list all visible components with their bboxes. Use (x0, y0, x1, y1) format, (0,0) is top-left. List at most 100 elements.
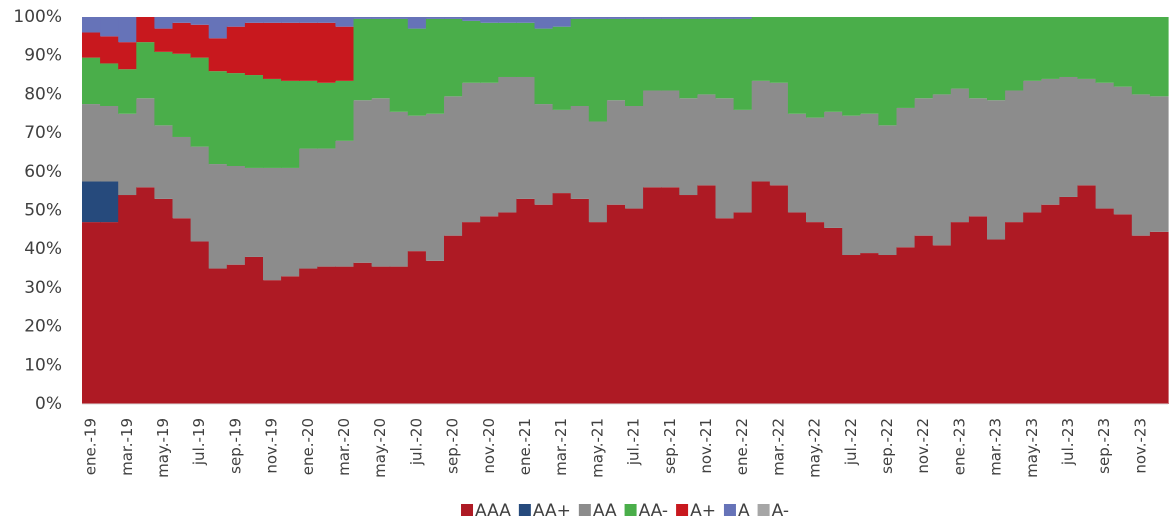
area-segment (643, 90, 662, 188)
area-segment (516, 76, 536, 199)
area-segment (190, 241, 210, 404)
area-segment (317, 82, 336, 149)
area-segment (860, 113, 879, 254)
area-segment (516, 22, 536, 77)
area-segment (1005, 90, 1024, 223)
area-segment (896, 247, 916, 404)
area-segment (950, 17, 970, 89)
area-segment (208, 71, 228, 165)
area-segment (715, 218, 735, 404)
area-segment (226, 26, 246, 74)
area-segment (389, 18, 409, 112)
area-segment (118, 113, 137, 196)
x-tick-label: jul.-19 (190, 418, 208, 466)
area-segment (661, 90, 680, 188)
area-segment (208, 164, 228, 269)
area-segment (299, 80, 318, 149)
area-segment (208, 38, 228, 72)
area-segment (824, 17, 843, 112)
area-segment (1131, 235, 1151, 404)
area-segment (534, 28, 554, 105)
area-segment (100, 63, 119, 107)
area-segment (625, 208, 644, 404)
x-tick-label: jul.-21 (625, 418, 643, 466)
area-segment (190, 57, 210, 147)
area-segment (1095, 208, 1115, 404)
area-segment (932, 17, 952, 95)
area-segment (462, 17, 481, 21)
area-segment (733, 212, 753, 404)
legend-label: A (738, 501, 750, 521)
area-segment (100, 17, 119, 37)
area-segment (154, 28, 174, 52)
area-segment (208, 268, 228, 404)
area-segment (1023, 80, 1042, 213)
x-tick-label: ene.-20 (299, 418, 317, 475)
area-segment (968, 98, 988, 217)
area-segment (118, 17, 137, 43)
area-segment (661, 17, 680, 19)
area-segment (425, 18, 445, 114)
area-segment (1131, 17, 1151, 95)
area-segment (263, 78, 282, 168)
legend-swatch (624, 504, 637, 516)
area-segment (154, 125, 174, 199)
area-segment (335, 17, 355, 27)
area-segment (1131, 94, 1151, 236)
area-segment (697, 94, 717, 186)
legend-swatch (461, 504, 474, 516)
area-segment (1077, 185, 1097, 404)
area-segment (1113, 86, 1133, 215)
area-segment (987, 100, 1006, 240)
area-segment (842, 255, 861, 404)
legend-label: AA (593, 501, 617, 521)
area-segment (281, 80, 300, 168)
area-segment (281, 22, 300, 81)
area-segment (136, 187, 155, 404)
area-segment (226, 165, 246, 265)
legend: AAA AA+ AA AA- A+ A A- (461, 501, 789, 521)
area-segment (1059, 17, 1079, 77)
area-segment (136, 98, 155, 188)
area-segment (625, 18, 644, 107)
x-tick-label: may.-20 (371, 418, 389, 478)
area-segment (1149, 96, 1169, 232)
area-segment (842, 17, 861, 116)
area-segment (1005, 222, 1024, 404)
area-segment (82, 222, 101, 404)
area-segment (697, 18, 717, 95)
x-tick-label: ene.-21 (516, 418, 534, 475)
y-tick-label: 20% (24, 317, 62, 337)
x-tick-label: nov.-22 (914, 418, 932, 474)
area-segment (932, 94, 952, 246)
x-tick-label: mar.-22 (769, 418, 787, 476)
area-segment (480, 82, 499, 217)
area-segment (1095, 17, 1115, 83)
area-segment (208, 17, 228, 39)
y-tick-label: 50% (24, 201, 62, 221)
area-segment (534, 17, 554, 29)
x-tick-label: may.-21 (588, 418, 606, 478)
area-segment (787, 212, 807, 404)
legend-label: A+ (690, 501, 716, 521)
area-segment (606, 17, 626, 19)
area-segment (371, 18, 391, 99)
area-segment (661, 18, 680, 91)
area-segment (480, 17, 499, 23)
area-segment (896, 107, 916, 248)
area-segment (950, 88, 970, 223)
y-tick-label: 0% (35, 394, 62, 414)
area-segment (317, 266, 336, 404)
area-segment (281, 167, 300, 277)
area-segment (244, 256, 264, 404)
x-tick-label: ene.-22 (733, 418, 751, 475)
area-segment (552, 26, 572, 110)
area-segment (1041, 78, 1060, 205)
area-segment (1023, 212, 1042, 404)
area-segment (697, 185, 717, 404)
area-segment (444, 18, 463, 97)
area-segment (570, 18, 590, 107)
area-segment (444, 17, 463, 19)
area-segment (950, 222, 970, 404)
area-segment (462, 20, 481, 83)
